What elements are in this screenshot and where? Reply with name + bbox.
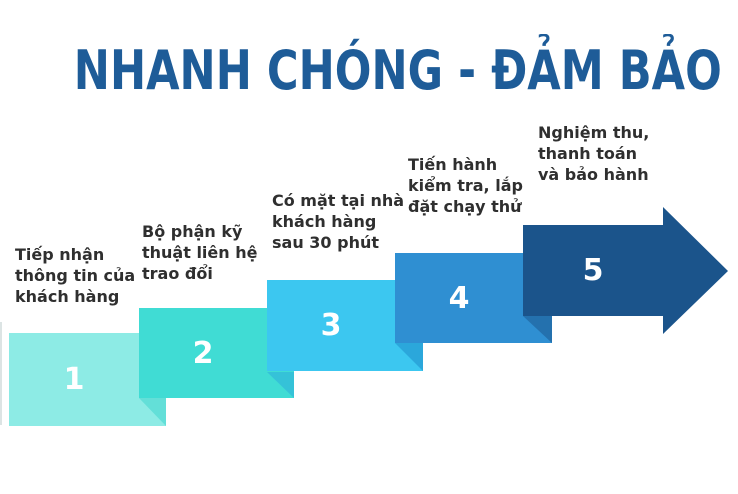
step-number-1: 1	[63, 362, 85, 397]
step-label-1: Tiếp nhận thông tin của khách hàng	[15, 245, 136, 306]
step-number-3: 3	[320, 308, 342, 343]
step-number-4: 4	[448, 280, 470, 316]
page-title: NHANH CHÓNG - ĐẢM BẢO	[73, 39, 722, 102]
step-arrow-5: 5	[523, 207, 728, 334]
step-label-4: Tiến hành kiểm tra, lắp đặt chạy thử	[408, 155, 523, 216]
step-number-5: 5	[582, 253, 604, 288]
step-number-2: 2	[192, 335, 214, 371]
step-label-5: Nghiệm thu, thanh toán và bảo hành	[538, 123, 650, 184]
step-label-3: Có mặt tại nhà khách hàng sau 30 phút	[272, 191, 405, 252]
step-label-2: Bộ phận kỹ thuật liên hệ trao đổi	[142, 222, 258, 283]
edge-artifact	[0, 322, 2, 425]
